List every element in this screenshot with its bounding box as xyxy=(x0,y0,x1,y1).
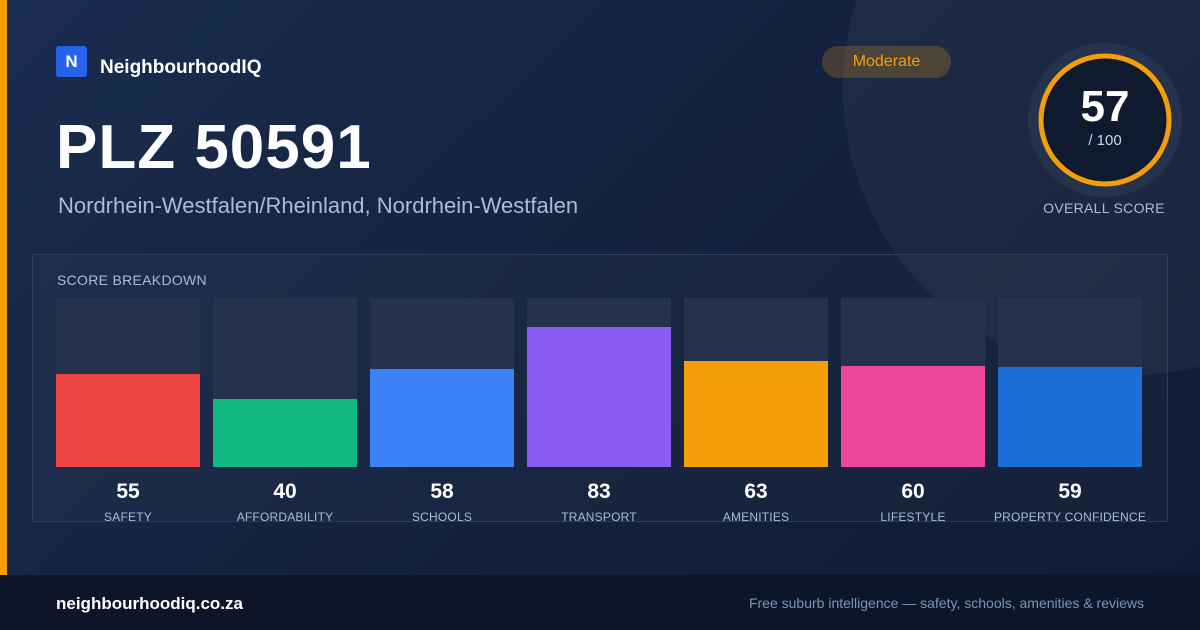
bar-value-label: 60 xyxy=(901,480,925,503)
bar-category-label: PROPERTY CONFIDENCE xyxy=(993,510,1147,524)
breakdown-bar-chart: 55 SAFETY 40 AFFORDABILITY 58 SCHOOLS 83 TRANSP… xyxy=(33,255,1167,524)
bar-category-label: TRANSPORT xyxy=(561,510,637,524)
overall-score-value: 57 xyxy=(1080,82,1130,131)
bar xyxy=(56,374,200,467)
bar xyxy=(841,366,985,467)
bar xyxy=(370,369,514,467)
bar-category-label: SAFETY xyxy=(104,510,152,524)
bar xyxy=(684,361,828,467)
overall-score-ring xyxy=(1028,43,1182,197)
bar-value-label: 63 xyxy=(744,480,768,503)
bar-column-lifestyle: 60 LIFESTYLE xyxy=(841,298,985,524)
bar-track xyxy=(370,298,514,467)
bar-column-property-confidence: 59 PROPERTY CONFIDENCE xyxy=(994,298,1146,524)
footer-tagline: Free suburb intelligence — safety, schoo… xyxy=(748,595,1144,611)
footer: neighbourhoodiq.co.za Free suburb intell… xyxy=(0,575,1200,630)
bar-column-safety: 55 SAFETY xyxy=(56,298,200,524)
overall-score-caption: OVERALL SCORE xyxy=(1043,200,1165,216)
bar-column-transport: 83 TRANSPORT xyxy=(527,298,671,524)
bar-track xyxy=(841,298,985,467)
breakdown-title: SCORE BREAKDOWN xyxy=(57,272,207,288)
bar-category-label: AMENITIES xyxy=(722,510,790,524)
brand-logo[interactable]: N NeighbourhoodIQ xyxy=(56,46,262,78)
bar xyxy=(998,367,1142,467)
page-title: PLZ 50591 xyxy=(56,113,372,182)
bar-category-label: SCHOOLS xyxy=(411,510,473,524)
bar-track xyxy=(527,298,671,467)
bar-column-affordability: 40 AFFORDABILITY xyxy=(213,298,357,524)
score-ring-inner xyxy=(1041,56,1169,184)
bar-category-label: LIFESTYLE xyxy=(880,510,946,524)
bar-value-label: 55 xyxy=(116,480,140,503)
bar xyxy=(213,399,357,467)
footer-domain-link[interactable]: neighbourhoodiq.co.za xyxy=(56,594,243,613)
bar-column-schools: 58 SCHOOLS xyxy=(370,298,514,524)
score-ring-arc xyxy=(1038,53,1172,187)
bar-category-label: AFFORDABILITY xyxy=(236,510,334,524)
bar-value-label: 58 xyxy=(430,480,454,503)
bar-track xyxy=(56,298,200,467)
rating-badge: Moderate xyxy=(822,46,951,78)
brand-name: NeighbourhoodIQ xyxy=(100,56,262,78)
bar-track xyxy=(998,298,1142,467)
overall-score-max: / 100 xyxy=(1088,132,1122,149)
bar-track xyxy=(684,298,828,467)
logo-icon: N xyxy=(56,46,87,77)
bar xyxy=(527,327,671,467)
accent-bar xyxy=(0,0,7,575)
location-subtitle: Nordrhein-Westfalen/Rheinland, Nordrhein… xyxy=(58,193,579,218)
bar-value-label: 59 xyxy=(1058,480,1082,503)
score-breakdown-panel: SCORE BREAKDOWN 55 SAFETY 40 AFFORDABILITY 5… xyxy=(32,254,1168,524)
bar-column-amenities: 63 AMENITIES xyxy=(684,298,828,524)
bar-value-label: 40 xyxy=(273,480,297,503)
bar-track xyxy=(213,298,357,467)
bar-value-label: 83 xyxy=(587,480,611,503)
